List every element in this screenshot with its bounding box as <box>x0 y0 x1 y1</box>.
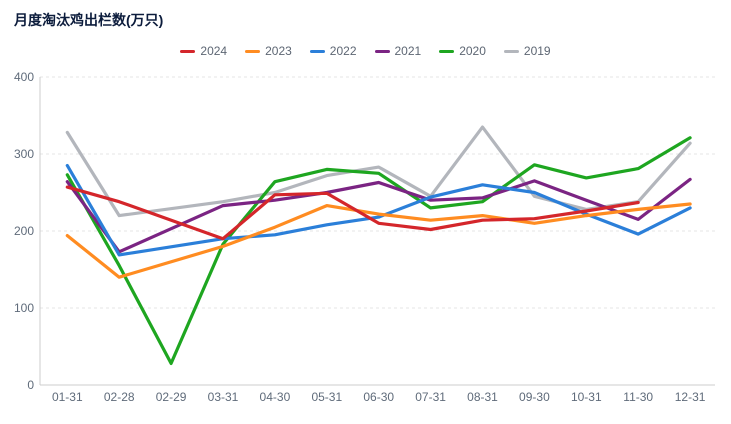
legend-dash-icon-2020 <box>439 49 455 53</box>
series-line-2021 <box>65 177 692 254</box>
legend-dash-icon-2021 <box>374 49 390 53</box>
x-tick-label-05-31: 05-31 <box>311 390 342 404</box>
x-tick-label-10-31: 10-31 <box>571 390 602 404</box>
x-tick-label-06-30: 06-30 <box>363 390 394 404</box>
legend: 2024 2023 2022 2021 2020 2019 <box>0 44 731 58</box>
y-tick-label-100: 100 <box>14 301 34 315</box>
y-tick-label-0: 0 <box>27 378 34 392</box>
legend-label-2021: 2021 <box>394 44 422 58</box>
x-tick-label-02-28: 02-28 <box>104 390 135 404</box>
x-tick-label-09-30: 09-30 <box>519 390 550 404</box>
legend-dash-icon-2019 <box>503 49 519 53</box>
x-tick-label-01-31: 01-31 <box>52 390 83 404</box>
x-tick-label-02-29: 02-29 <box>156 390 187 404</box>
y-tick-label-400: 400 <box>14 70 34 84</box>
legend-label-2019: 2019 <box>523 44 551 58</box>
x-tick-label-11-30: 11-30 <box>623 390 653 404</box>
legend-item-2020[interactable]: 2020 <box>439 44 486 58</box>
legend-label-2022: 2022 <box>329 44 357 58</box>
legend-dash-icon-2022 <box>309 49 325 53</box>
y-tick-label-200: 200 <box>14 224 34 238</box>
y-tick-label-300: 300 <box>14 147 34 161</box>
x-tick-label-08-31: 08-31 <box>467 390 498 404</box>
legend-label-2020: 2020 <box>459 44 486 58</box>
x-tick-label-03-31: 03-31 <box>208 390 239 404</box>
x-tick-label-12-31: 12-31 <box>675 390 706 404</box>
legend-item-2019[interactable]: 2019 <box>503 44 551 58</box>
series-line-2024 <box>65 185 640 241</box>
legend-dash-icon-2024 <box>180 49 196 53</box>
legend-item-2022[interactable]: 2022 <box>309 44 357 58</box>
legend-label-2023: 2023 <box>265 44 292 58</box>
legend-item-2021[interactable]: 2021 <box>374 44 422 58</box>
x-tick-label-04-30: 04-30 <box>260 390 291 404</box>
legend-label-2024: 2024 <box>200 44 228 58</box>
legend-item-2024[interactable]: 2024 <box>180 44 227 58</box>
x-tick-label-07-31: 07-31 <box>415 390 446 404</box>
legend-dash-icon-2023 <box>245 49 261 53</box>
legend-item-2023[interactable]: 2023 <box>245 44 292 58</box>
chart-title: 月度淘汰鸡出栏数(万只) <box>14 12 164 28</box>
series-line-2020 <box>65 136 692 365</box>
series-line-2023 <box>65 202 692 279</box>
series-line-2019 <box>65 125 692 218</box>
series-line-2022 <box>65 163 692 257</box>
